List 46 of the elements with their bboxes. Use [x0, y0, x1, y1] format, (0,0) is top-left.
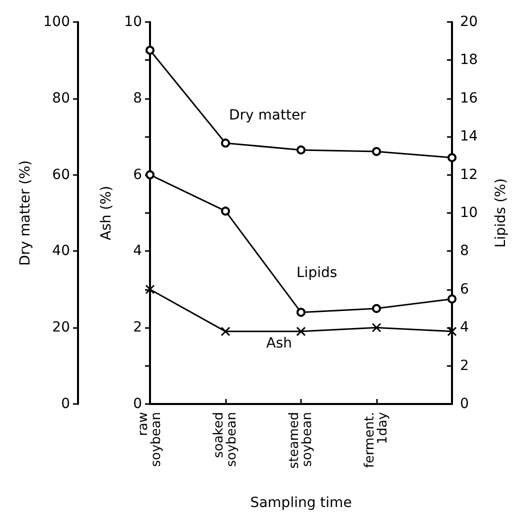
- y-tick-label: 0: [61, 396, 70, 412]
- y2-tick-label: 12: [460, 166, 478, 183]
- point: [296, 308, 306, 317]
- point: [146, 46, 154, 55]
- x-tick-label: raw soybean: [136, 412, 164, 467]
- y2-tick-label: 8: [460, 243, 469, 260]
- series-label: Dry matter: [229, 108, 306, 124]
- y2-tick-label: 10: [460, 205, 478, 221]
- y-tick-label: 40: [52, 243, 70, 260]
- y3-tick-label: 2: [133, 320, 142, 336]
- y-axis-title: Dry matter (%): [17, 160, 34, 266]
- point: [221, 138, 230, 148]
- x-tick-label: soaked soybean: [212, 412, 240, 467]
- y-tick-label: 80: [52, 90, 70, 106]
- y3-tick-label: 0: [133, 396, 142, 412]
- y-tick-label: 20: [52, 320, 70, 336]
- y-tick-label: 60: [52, 166, 70, 183]
- y2-tick-label: 6: [460, 281, 469, 298]
- point: [372, 322, 382, 332]
- point: [448, 294, 456, 304]
- point: [448, 153, 456, 162]
- y3-tick-label: 4: [133, 243, 142, 260]
- y2-tick-label: 2: [460, 358, 469, 374]
- x-tick-label: ferment. 1day: [362, 412, 390, 468]
- y3-tick-label: 10: [124, 14, 142, 30]
- y2-tick-label: 4: [460, 320, 469, 336]
- y-tick-label: 100: [43, 14, 70, 30]
- series-label: Lipids: [296, 264, 338, 281]
- point: [221, 206, 230, 216]
- point: [296, 326, 306, 336]
- point: [220, 326, 230, 336]
- y3-axis-title: Ash (%): [98, 186, 114, 240]
- y2-tick-label: 14: [460, 128, 478, 145]
- y3-tick-label: 8: [133, 90, 142, 106]
- y3-tick-label: 6: [133, 166, 142, 183]
- point: [372, 304, 381, 313]
- y2-tick-label: 0: [460, 396, 469, 412]
- x-axis-title: Sampling time: [250, 495, 352, 511]
- point: [296, 145, 306, 154]
- y2-tick-label: 16: [460, 90, 478, 106]
- series-label: Ash: [266, 336, 292, 352]
- y2-tick-label: 20: [460, 14, 478, 30]
- y2-tick-label: 18: [460, 52, 478, 68]
- y2-axis-title: Lipids (%): [493, 178, 509, 248]
- point: [372, 147, 381, 156]
- x-tick-label: steamed soybean: [287, 412, 315, 469]
